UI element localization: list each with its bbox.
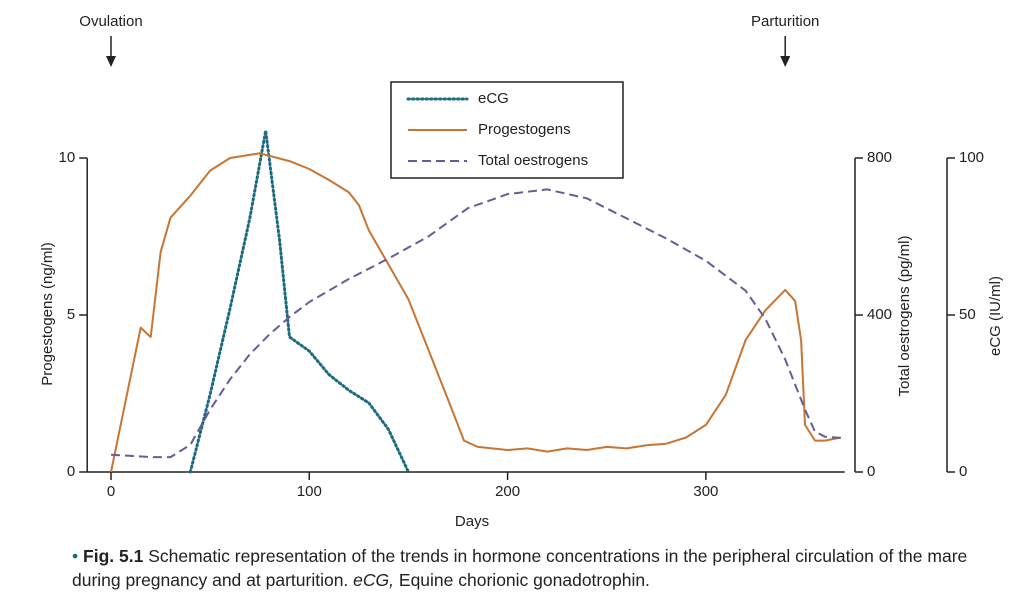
y2-tick-label: 400: [867, 306, 892, 323]
bullet: •: [72, 546, 79, 566]
caption-abbr: eCG,: [353, 570, 395, 590]
x-tick-label: 0: [107, 483, 115, 500]
chart: Days Progestogens (ng/ml) Total oestroge…: [39, 13, 1004, 530]
y2-tick-label: 0: [867, 463, 875, 480]
y2-tick-label: 800: [867, 149, 892, 166]
series-line: [110, 152, 841, 473]
series-line: [110, 188, 841, 459]
annotation-arrowhead: [105, 56, 116, 67]
series-line: [188, 129, 410, 474]
y3-tick-label: 100: [959, 149, 984, 166]
y2-axis-title: Total oestrogens (pg/ml): [896, 236, 913, 397]
y3-tick-label: 50: [959, 306, 976, 323]
y-tick-label: 5: [67, 306, 75, 323]
annotation-arrowhead: [780, 56, 791, 67]
x-axis-title: Days: [455, 513, 489, 530]
y-tick-label: 10: [59, 149, 76, 166]
x-tick-label: 200: [495, 483, 520, 500]
x-tick-label: 300: [693, 483, 718, 500]
y-tick-label: 0: [67, 463, 75, 480]
annotation: Parturition: [751, 13, 819, 30]
annotation: Ovulation: [79, 13, 142, 30]
y-axis-title: Progestogens (ng/ml): [39, 242, 56, 385]
y3-tick-label: 0: [959, 463, 967, 480]
caption-text: Schematic representation of the trends i…: [72, 546, 968, 590]
caption-label: Fig. 5.1: [83, 546, 144, 566]
legend-label: Total oestrogens: [478, 152, 588, 169]
legend-label: eCG: [478, 90, 509, 107]
caption: • Fig. 5.1 Schematic representation of t…: [72, 544, 992, 592]
caption-definition: Equine chorionic gonadotrophin.: [398, 570, 650, 590]
y3-axis-title: eCG (IU/ml): [987, 276, 1004, 356]
x-tick-label: 100: [297, 483, 322, 500]
legend-label: Progestogens: [478, 121, 571, 138]
